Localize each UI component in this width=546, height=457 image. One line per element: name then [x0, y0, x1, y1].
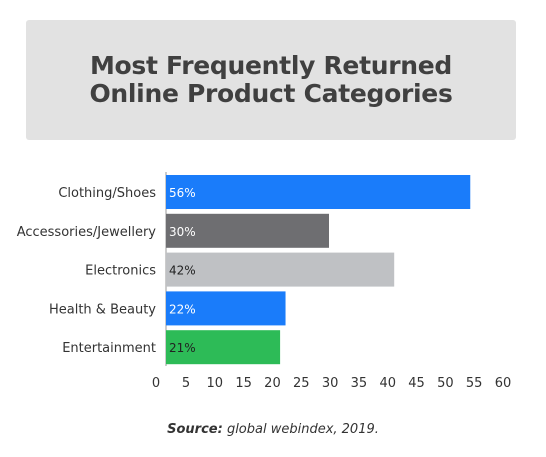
bar — [166, 291, 286, 326]
x-tick-label: 25 — [293, 376, 310, 391]
category-label: Entertainment — [62, 341, 156, 356]
title-panel: Most Frequently Returned Online Product … — [26, 20, 516, 140]
source-label: Source: — [167, 422, 223, 437]
bar — [166, 330, 281, 365]
x-tick-label: 5 — [182, 376, 190, 391]
data-label: 30% — [169, 225, 196, 239]
bar — [166, 175, 471, 209]
x-tick-label: 0 — [152, 376, 160, 391]
x-tick-label: 20 — [264, 376, 281, 391]
x-tick-label: 40 — [379, 376, 396, 391]
data-label: 22% — [169, 302, 196, 316]
source-note: Source: global webindex, 2019. — [0, 422, 546, 437]
bar — [166, 252, 395, 287]
x-tick-label: 15 — [235, 376, 252, 391]
x-tick-label: 30 — [322, 376, 339, 391]
x-tick-label: 55 — [466, 376, 483, 391]
category-label: Clothing/Shoes — [58, 186, 156, 201]
category-label: Accessories/Jewellery — [17, 225, 157, 240]
category-label: Electronics — [85, 264, 156, 279]
x-tick-label: 10 — [207, 376, 224, 391]
source-text: global webindex, 2019. — [226, 422, 379, 437]
bar — [166, 213, 329, 248]
category-label: Health & Beauty — [49, 302, 156, 317]
data-label: 42% — [169, 264, 196, 278]
x-tick-label: 50 — [437, 376, 454, 391]
data-label: 56% — [169, 186, 196, 200]
chart-title: Most Frequently Returned Online Product … — [89, 51, 453, 108]
x-tick-label: 60 — [495, 376, 512, 391]
data-label: 21% — [169, 341, 196, 355]
x-tick-label: 35 — [351, 376, 368, 391]
x-tick-label: 45 — [408, 376, 425, 391]
